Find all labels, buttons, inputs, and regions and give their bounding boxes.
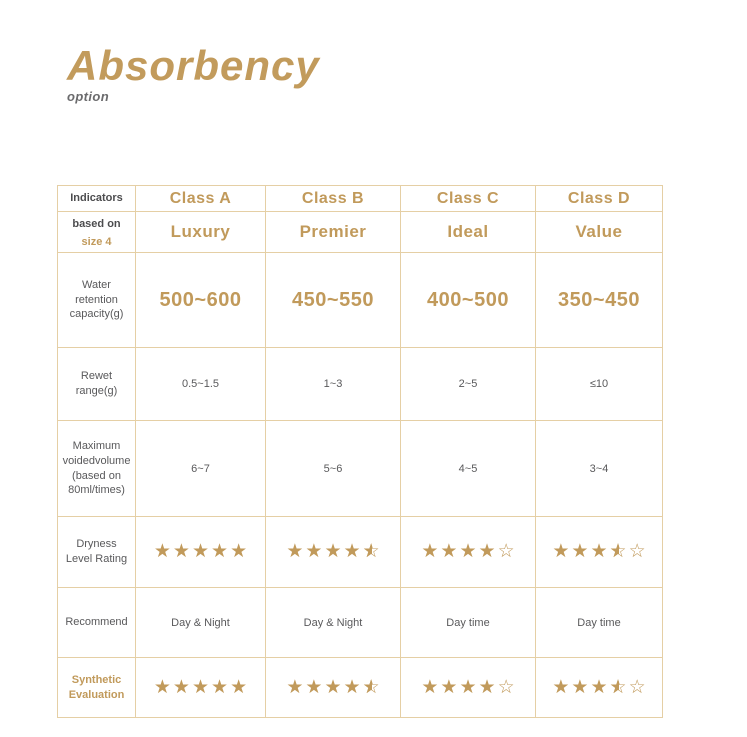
star-full-icon: ★ (324, 540, 342, 562)
based-on-size-label: based on size 4 (57, 211, 136, 253)
page-title: Absorbency (67, 42, 320, 89)
star-rating: ★ ★ ★ ★ ☆ (400, 657, 536, 718)
tier-luxury: Luxury (135, 211, 266, 253)
star-full-icon: ★ (459, 540, 477, 562)
row-label: Recommend (57, 587, 136, 658)
star-rating: ★ ★ ★ ★ ★ (135, 516, 266, 588)
star-empty-icon: ☆ (497, 675, 515, 698)
size-4-text: size 4 (81, 236, 112, 248)
star-full-icon: ★ (421, 540, 439, 562)
cell-value: 1~3 (265, 347, 401, 421)
star-full-icon: ★ (478, 540, 496, 562)
star-full-icon: ★ (552, 540, 570, 562)
star-full-icon: ★ (571, 675, 589, 698)
star-full-icon: ★ (324, 675, 342, 698)
absorbency-table: Indicators Class A Class B Class C Class… (57, 185, 663, 718)
star-half-icon: ☆ ★ (609, 675, 627, 698)
cell-value: 400~500 (400, 252, 536, 348)
cell-value: 5~6 (265, 420, 401, 517)
row-label: Maximum voidedvolume (based on 80ml/time… (57, 420, 136, 517)
star-full-icon: ★ (211, 540, 229, 562)
star-full-icon: ★ (478, 675, 496, 698)
table-row-max-voided-volume: Maximum voidedvolume (based on 80ml/time… (57, 420, 663, 517)
star-rating: ★ ★ ★ ★ ☆ ★ (265, 657, 401, 718)
table-row-recommend: Recommend Day & Night Day & Night Day ti… (57, 587, 663, 658)
star-full-icon: ★ (211, 675, 229, 698)
star-full-icon: ★ (459, 675, 477, 698)
cell-value: 350~450 (535, 252, 663, 348)
class-d-header: Class D (535, 185, 663, 212)
star-full-icon: ★ (172, 675, 190, 698)
based-on-text: based on (72, 218, 121, 230)
star-full-icon: ★ (172, 540, 190, 562)
star-full-icon: ★ (191, 540, 210, 562)
cell-value: Day time (535, 587, 663, 658)
star-rating: ★ ★ ★ ★ ★ (135, 657, 266, 718)
cell-value: 4~5 (400, 420, 536, 517)
star-full-icon: ★ (286, 540, 304, 562)
star-full-icon: ★ (343, 540, 361, 562)
table-row-dryness-rating: Dryness Level Rating ★ ★ ★ ★ ★ ★ ★ ★ ★ ☆ ★ ★ ★ ★ ★ ☆ … (57, 516, 663, 588)
star-full-icon: ★ (590, 540, 608, 562)
cell-value: Day time (400, 587, 536, 658)
row-label: Dryness Level Rating (57, 516, 136, 588)
cell-value: 3~4 (535, 420, 663, 517)
star-half-icon: ☆ ★ (362, 540, 380, 562)
star-full-icon: ★ (191, 675, 210, 698)
tier-value: Value (535, 211, 663, 253)
class-b-header: Class B (265, 185, 401, 212)
table-row-tiers: based on size 4 Luxury Premier Ideal Val… (57, 211, 663, 253)
star-full-icon: ★ (552, 675, 570, 698)
table-row-water-retention: Water retention capacity(g) 500~600 450~… (57, 252, 663, 348)
class-c-header: Class C (400, 185, 536, 212)
star-full-icon: ★ (343, 675, 361, 698)
star-empty-icon: ☆ (497, 540, 515, 562)
star-full-icon: ★ (230, 675, 248, 698)
star-rating: ★ ★ ★ ★ ☆ (400, 516, 536, 588)
star-full-icon: ★ (421, 675, 439, 698)
cell-value: ≤10 (535, 347, 663, 421)
row-label: Synthetic Evaluation (57, 657, 136, 718)
class-a-header: Class A (135, 185, 266, 212)
page-header: Absorbency option (67, 42, 320, 105)
table-row-class-headers: Indicators Class A Class B Class C Class… (57, 185, 663, 212)
table-row-synthetic-evaluation: Synthetic Evaluation ★ ★ ★ ★ ★ ★ ★ ★ ★ ☆ ★ ★ ★ ★ ★ ☆ … (57, 657, 663, 718)
star-rating: ★ ★ ★ ★ ☆ ★ (265, 516, 401, 588)
tier-ideal: Ideal (400, 211, 536, 253)
tier-premier: Premier (265, 211, 401, 253)
cell-value: 6~7 (135, 420, 266, 517)
star-half-icon: ☆ ★ (362, 675, 380, 698)
star-rating: ★ ★ ★ ☆ ★ ☆ (535, 657, 663, 718)
page-subtitle: option (67, 89, 110, 105)
star-full-icon: ★ (230, 540, 248, 562)
cell-value: 500~600 (135, 252, 266, 348)
star-empty-icon: ☆ (628, 540, 646, 562)
row-label: Water retention capacity(g) (57, 252, 136, 348)
cell-value: 450~550 (265, 252, 401, 348)
star-full-icon: ★ (571, 540, 589, 562)
table-row-rewet-range: Rewet range(g) 0.5~1.5 1~3 2~5 ≤10 (57, 347, 663, 421)
star-empty-icon: ☆ (628, 675, 646, 698)
cell-value: Day & Night (135, 587, 266, 658)
star-full-icon: ★ (153, 540, 171, 562)
star-full-icon: ★ (440, 540, 458, 562)
cell-value: Day & Night (265, 587, 401, 658)
star-full-icon: ★ (153, 675, 171, 698)
star-rating: ★ ★ ★ ☆ ★ ☆ (535, 516, 663, 588)
row-label: Rewet range(g) (57, 347, 136, 421)
cell-value: 0.5~1.5 (135, 347, 266, 421)
star-full-icon: ★ (590, 675, 608, 698)
star-full-icon: ★ (305, 675, 323, 698)
star-half-icon: ☆ ★ (609, 540, 627, 562)
star-full-icon: ★ (286, 675, 304, 698)
indicators-label: Indicators (57, 185, 136, 212)
cell-value: 2~5 (400, 347, 536, 421)
star-full-icon: ★ (440, 675, 458, 698)
star-full-icon: ★ (305, 540, 323, 562)
